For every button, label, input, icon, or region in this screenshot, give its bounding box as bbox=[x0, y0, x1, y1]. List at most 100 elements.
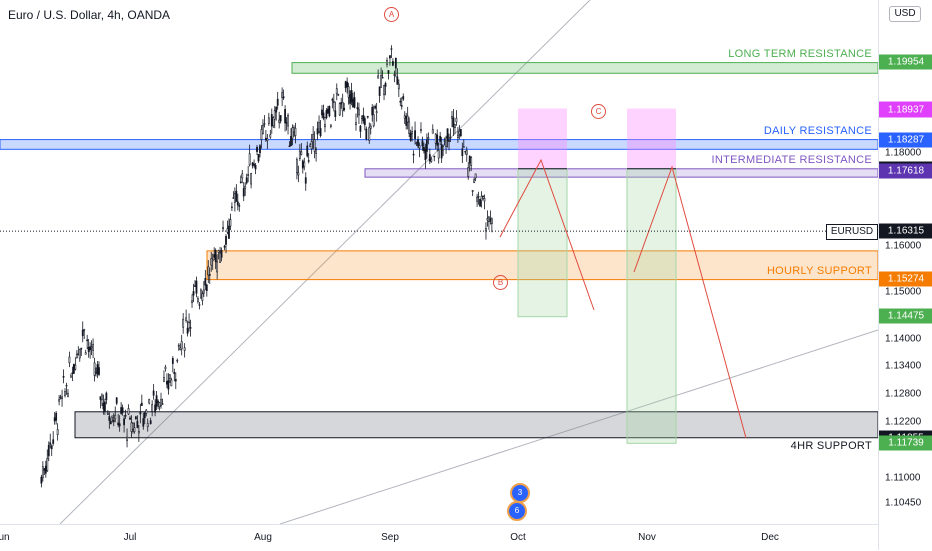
chart-canvas[interactable] bbox=[0, 0, 878, 524]
candle-body bbox=[312, 134, 315, 141]
candle-body bbox=[195, 280, 198, 294]
candle-body bbox=[332, 101, 335, 103]
candle-body bbox=[50, 445, 53, 450]
candle-body bbox=[146, 423, 149, 428]
projection-path-1 bbox=[499, 158, 595, 311]
candle-body bbox=[174, 379, 177, 382]
candle-body bbox=[41, 466, 44, 479]
candle-body bbox=[115, 397, 118, 404]
candle-body bbox=[480, 195, 483, 202]
candle-body bbox=[477, 196, 480, 198]
candle-body bbox=[452, 117, 455, 128]
candle-body bbox=[216, 261, 219, 273]
candle-body bbox=[68, 356, 71, 364]
candle-body bbox=[81, 329, 84, 336]
candle-body bbox=[232, 197, 235, 199]
candle-body bbox=[123, 418, 125, 426]
daily-resistance-label: DAILY RESISTANCE bbox=[763, 124, 872, 137]
candle-body bbox=[136, 420, 139, 428]
candle-body bbox=[183, 347, 186, 351]
candle-body bbox=[303, 161, 306, 168]
candle-body bbox=[158, 402, 161, 408]
candle-body bbox=[152, 390, 155, 396]
candle-body bbox=[194, 285, 196, 287]
candle-body bbox=[102, 402, 105, 410]
candle-body bbox=[346, 81, 349, 88]
candle-body bbox=[461, 148, 464, 157]
candle-body bbox=[288, 145, 291, 148]
candle-body bbox=[248, 153, 251, 166]
candle-body bbox=[207, 266, 210, 276]
currency-button[interactable]: USD bbox=[889, 6, 921, 22]
time-scale[interactable]: un Jul Aug Sep Oct Nov Dec bbox=[0, 524, 878, 551]
candle-body bbox=[137, 430, 140, 434]
candle-body bbox=[412, 153, 415, 156]
candle-body bbox=[285, 122, 288, 124]
candle-body bbox=[205, 284, 208, 292]
candle-body bbox=[363, 118, 366, 126]
candle-body bbox=[226, 228, 229, 233]
candle-body bbox=[47, 444, 50, 457]
candle-body bbox=[120, 407, 123, 414]
candle-body bbox=[411, 131, 414, 135]
candle-body bbox=[49, 442, 52, 445]
candle-body bbox=[287, 114, 289, 127]
candle-body bbox=[160, 399, 162, 407]
candle-body bbox=[377, 75, 380, 79]
trend-line-lower bbox=[279, 329, 878, 524]
candle-body bbox=[101, 394, 103, 401]
candle-body bbox=[239, 181, 242, 183]
candle-body bbox=[394, 57, 397, 69]
candle-body bbox=[83, 329, 86, 332]
candle-body bbox=[142, 418, 145, 427]
candle-body bbox=[439, 135, 442, 142]
economic-event-icon[interactable]: 6 bbox=[507, 501, 527, 521]
price-tag: 1.16315 bbox=[879, 223, 932, 239]
candle-body bbox=[319, 128, 322, 136]
price-scale[interactable]: 1.18000 1.16000 1.15000 1.14000 1.13400 1.128… bbox=[878, 0, 932, 550]
candle-body bbox=[143, 412, 146, 419]
candle-body bbox=[433, 155, 436, 158]
price-tick-label: 1.12200 bbox=[885, 416, 922, 428]
candle-body bbox=[298, 150, 301, 159]
candle-body bbox=[443, 140, 446, 142]
candle-body bbox=[334, 110, 337, 117]
candle-body bbox=[400, 105, 403, 107]
stop-box-2 bbox=[626, 168, 677, 444]
candle-body bbox=[467, 167, 470, 177]
economic-event-icon[interactable]: 3 bbox=[510, 483, 530, 503]
candle-body bbox=[448, 140, 450, 142]
price-tick-label: 1.13400 bbox=[885, 360, 922, 372]
candle-body bbox=[389, 55, 391, 59]
candle-body bbox=[112, 419, 115, 422]
candle-body bbox=[121, 407, 124, 413]
candle-body bbox=[127, 408, 130, 415]
candle-body bbox=[328, 106, 331, 117]
candle-body bbox=[290, 135, 292, 146]
candle-body bbox=[75, 354, 78, 359]
four-hr-support-label: 4HR SUPPORT bbox=[790, 439, 872, 452]
price-tick-label: 1.10450 bbox=[885, 497, 922, 509]
candle-body bbox=[322, 112, 325, 119]
candle-body bbox=[350, 90, 353, 103]
hourly-support-label: HOURLY SUPPORT bbox=[766, 264, 872, 277]
candle-body bbox=[296, 159, 298, 173]
candle-body bbox=[409, 132, 412, 141]
candle-body bbox=[233, 193, 236, 203]
candle-body bbox=[344, 81, 347, 89]
price-tag: 1.15274 bbox=[879, 271, 932, 287]
candle-body bbox=[458, 130, 461, 135]
chart-plot-area[interactable]: Euro / U.S. Dollar, 4h, OANDA LONG TERM … bbox=[0, 0, 878, 524]
candle-body bbox=[126, 436, 128, 441]
candle-body bbox=[390, 48, 393, 50]
candle-body bbox=[211, 259, 214, 262]
candle-body bbox=[77, 353, 80, 355]
candle-body bbox=[465, 150, 468, 155]
candle-body bbox=[325, 110, 328, 119]
candle-body bbox=[55, 412, 58, 421]
candle-body bbox=[359, 125, 362, 132]
candle-body bbox=[451, 116, 453, 119]
candle-body bbox=[470, 157, 473, 166]
candle-body bbox=[482, 195, 484, 198]
candle-body bbox=[114, 414, 117, 420]
